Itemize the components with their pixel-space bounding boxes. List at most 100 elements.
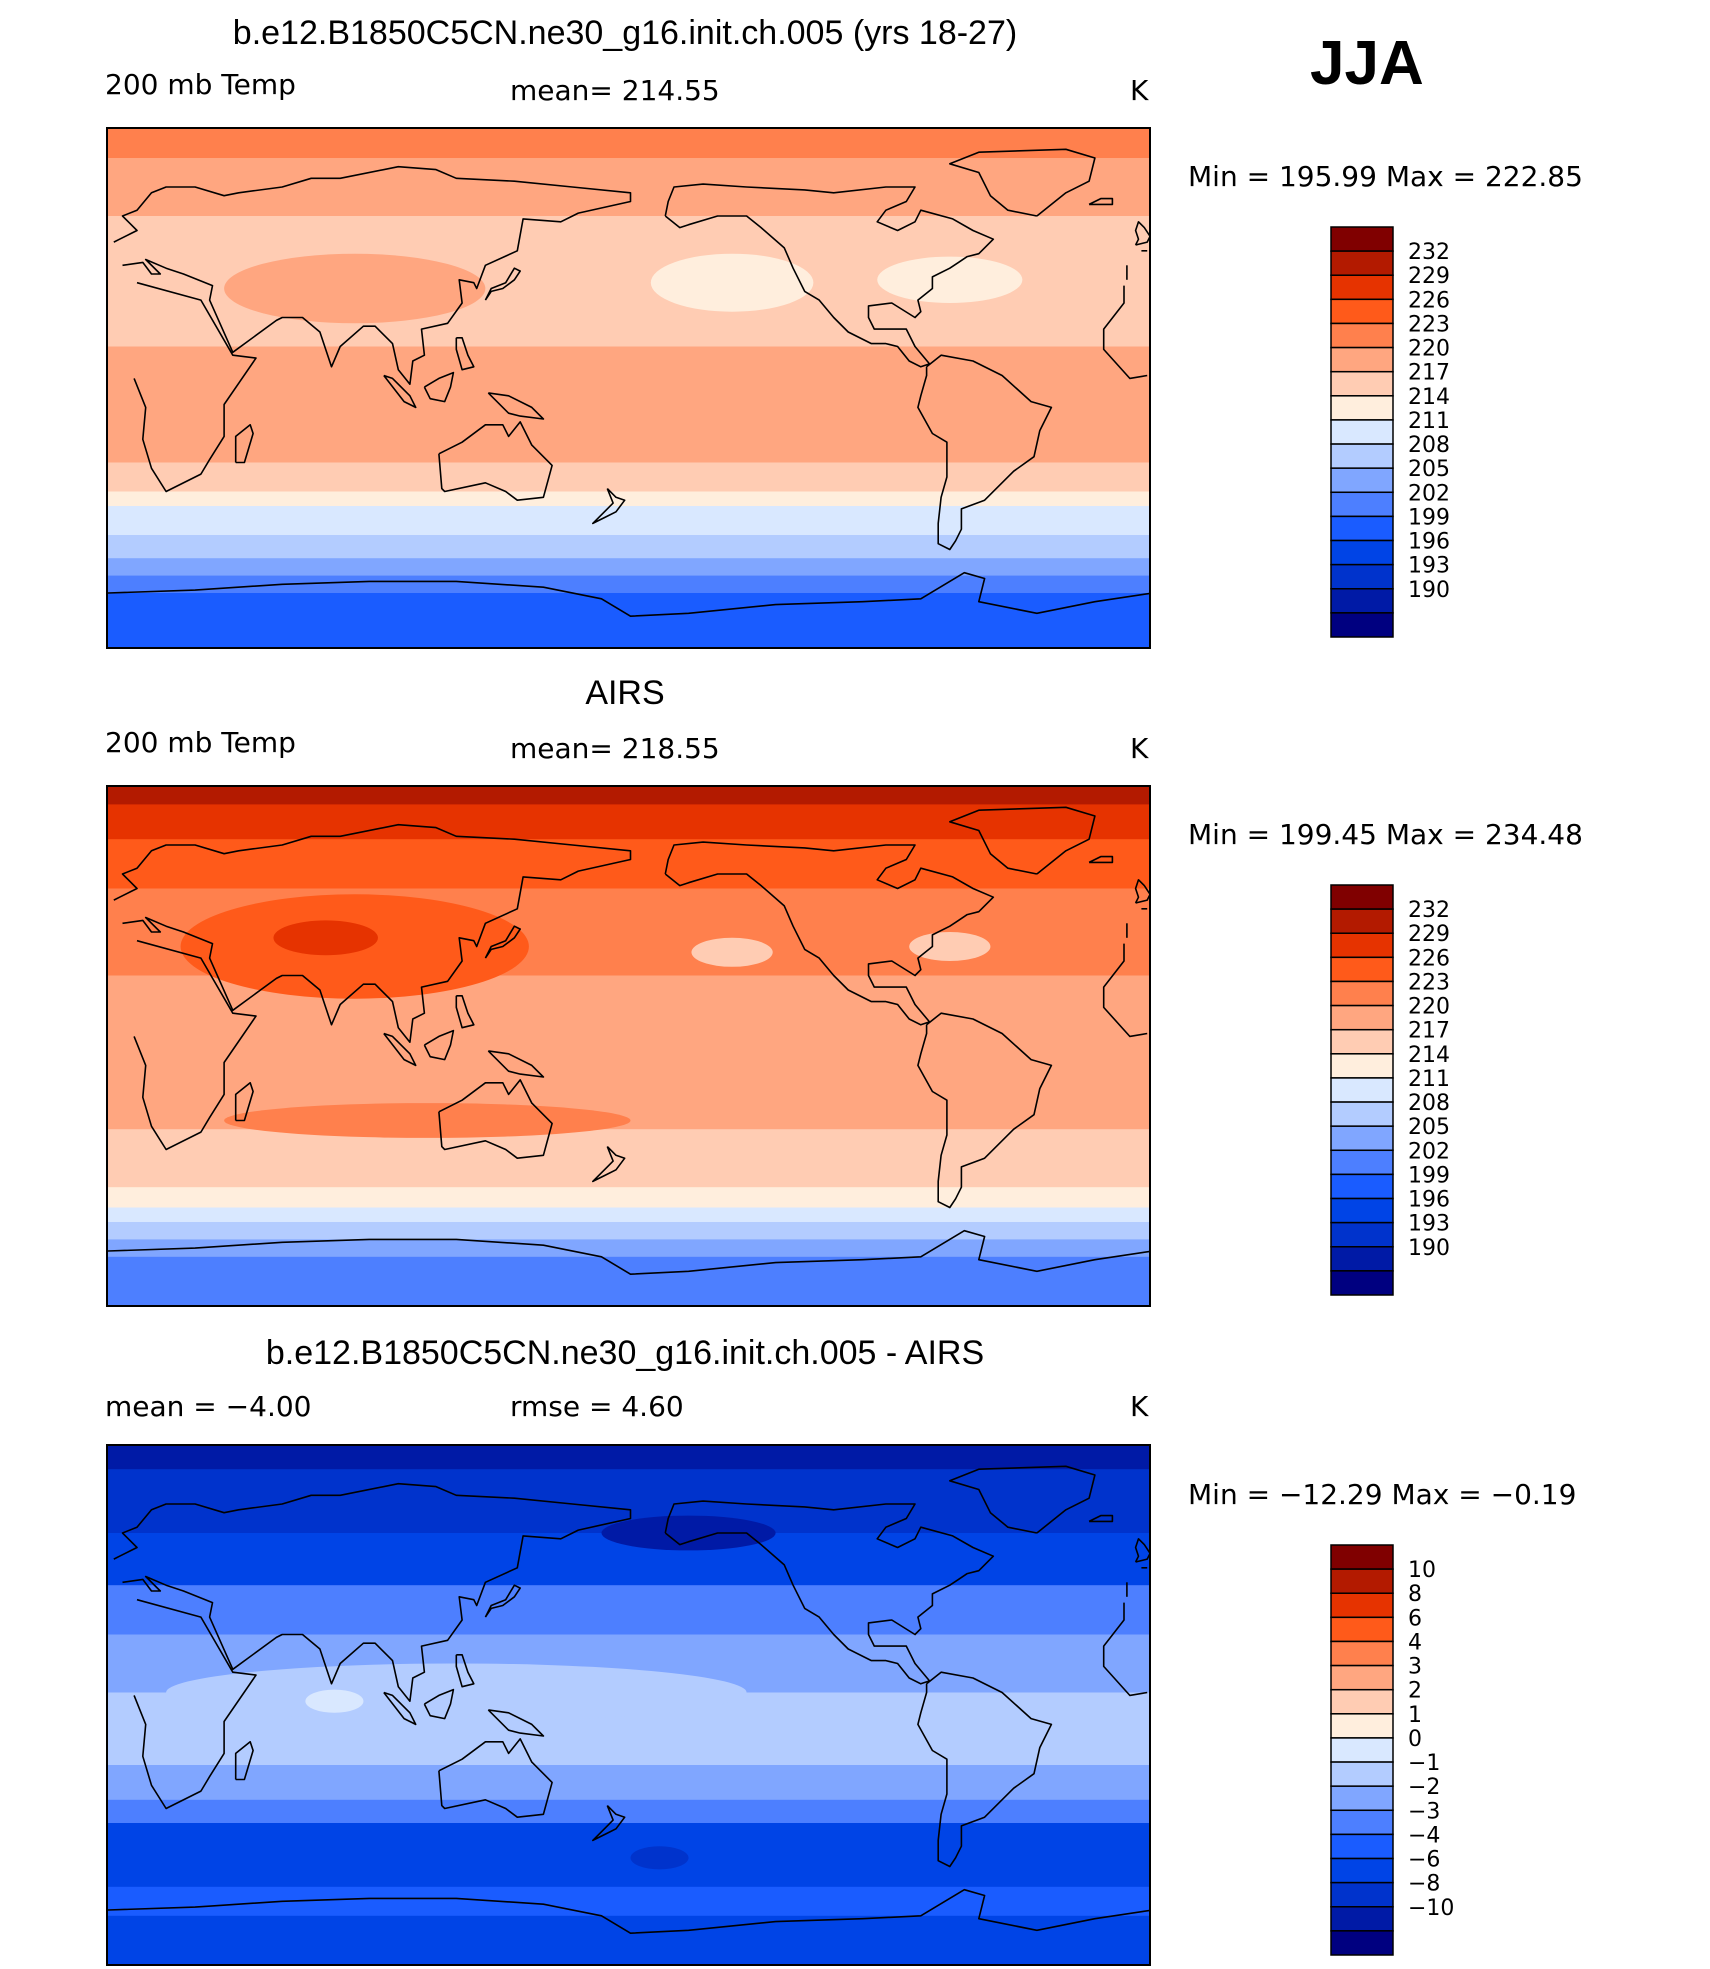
coastline-greenland	[948, 806, 1096, 875]
coastline-antarctica	[108, 1229, 1149, 1276]
colorbar-tick-label: 3	[1408, 1655, 1422, 1680]
coastline-uk	[1134, 221, 1149, 246]
coastline-uk	[1134, 879, 1149, 904]
coastline-new-guinea	[487, 392, 545, 420]
colorbar-tick-label: −8	[1408, 1872, 1440, 1897]
field-band	[108, 787, 1149, 805]
field-band	[108, 158, 1149, 217]
coastline-madagascar	[234, 1740, 254, 1781]
coastline-africa	[1102, 285, 1148, 380]
panel-2-map	[106, 785, 1151, 1307]
colorbar-swatch	[1330, 443, 1394, 469]
colorbar-swatch	[1330, 1592, 1394, 1619]
colorbar-swatch	[1330, 1246, 1394, 1272]
colorbar-swatch	[1330, 1125, 1394, 1152]
colorbar-swatch	[1330, 1616, 1394, 1643]
colorbar-swatch	[1330, 1761, 1394, 1787]
colorbar-tick-label: 229	[1408, 264, 1450, 289]
panel-2-contour-field	[108, 787, 1149, 1305]
colorbar-swatch	[1330, 980, 1394, 1007]
panel-1-map	[106, 127, 1151, 649]
field-band	[108, 1585, 1149, 1635]
field-band	[108, 1799, 1149, 1824]
colorbar-tick-label: 223	[1408, 312, 1450, 337]
panel-1-title: b.e12.B1850C5CN.ne30_g16.init.ch.005 (yr…	[232, 14, 1018, 52]
colorbar-swatch	[1330, 419, 1394, 445]
colorbar-swatch	[1330, 1713, 1394, 1739]
colorbar-swatch	[1330, 1688, 1394, 1715]
panel-1-colorbar: 2322292262232202172142112082052021991961…	[1330, 226, 1450, 638]
coastline-sumatra	[383, 1691, 417, 1726]
coastline-philippines	[455, 1654, 475, 1688]
colorbar-swatch	[1330, 1906, 1394, 1932]
coastline-nz	[591, 488, 626, 525]
colorbar-tick-label: −10	[1408, 1896, 1454, 1921]
field-band	[108, 346, 1149, 463]
colorbar-swatch	[1330, 1053, 1394, 1079]
colorbar-swatch	[1330, 884, 1394, 910]
coastline-nz	[591, 1805, 626, 1842]
field-anomaly	[305, 1689, 364, 1713]
colorbar-swatch	[1330, 1544, 1394, 1570]
coastline-greenland	[948, 148, 1096, 217]
colorbar-tick-label: −2	[1408, 1775, 1440, 1800]
panel-3-map	[106, 1444, 1151, 1966]
coastline-borneo	[423, 1688, 455, 1720]
coastline-north-america	[664, 841, 995, 1026]
coastline-nz	[591, 1146, 626, 1183]
colorbar-swatch	[1330, 1568, 1394, 1594]
field-band	[108, 839, 1149, 889]
coastline-borneo	[423, 1029, 455, 1061]
colorbar-swatch	[1330, 1857, 1394, 1884]
coastline-iceland	[1088, 855, 1114, 864]
coastline-madagascar	[234, 423, 254, 464]
panel-2-colorbar: 2322292262232202172142112082052021991961…	[1330, 884, 1450, 1296]
colorbar-swatch	[1330, 1101, 1394, 1127]
panel-3-title: b.e12.B1850C5CN.ne30_g16.init.ch.005 - A…	[265, 1334, 985, 1372]
colorbar-tick-label: −4	[1408, 1823, 1440, 1848]
coastline-australia	[438, 421, 553, 502]
colorbar-tick-label: 223	[1408, 970, 1450, 995]
coastline-philippines	[455, 995, 475, 1029]
colorbar-tick-label: −3	[1408, 1799, 1440, 1824]
colorbar-swatch	[1330, 491, 1394, 518]
colorbar-swatch	[1330, 1221, 1394, 1248]
colorbar-tick-label: 193	[1408, 1212, 1450, 1237]
coastline-japan	[484, 1584, 522, 1618]
coastline-uk	[1134, 1538, 1149, 1563]
panel-2-minmax: Min = 199.45 Max = 234.48	[1188, 818, 1583, 851]
coastline-antarctica	[108, 571, 1149, 618]
colorbar-tick-label: 196	[1408, 1188, 1450, 1213]
colorbar-tick-label: 10	[1408, 1558, 1436, 1583]
coastline-eurasia	[113, 823, 632, 1043]
panel-1-mean-label: mean= 214.55	[510, 74, 720, 107]
colorbar-swatch	[1330, 956, 1394, 983]
colorbar-tick-label: 208	[1408, 1091, 1450, 1116]
colorbar-swatch	[1330, 932, 1394, 959]
field-band	[108, 1187, 1149, 1208]
field-band	[108, 462, 1149, 492]
field-band	[108, 1886, 1149, 1917]
panel-2-mean-label: mean= 218.55	[510, 732, 720, 765]
colorbar-tick-label: 217	[1408, 361, 1450, 386]
panel-2-variable-label: 200 mb Temp	[105, 726, 296, 759]
panel-3-units: K	[1130, 1390, 1149, 1423]
colorbar-tick-label: 4	[1408, 1630, 1422, 1655]
colorbar-tick-label: 8	[1408, 1582, 1422, 1607]
colorbar-swatch	[1330, 226, 1394, 252]
coastline-australia	[438, 1079, 553, 1160]
colorbar-swatch	[1330, 588, 1394, 614]
colorbar-tick-label: 6	[1408, 1606, 1422, 1631]
colorbar-swatch	[1330, 1004, 1394, 1031]
field-band	[108, 1915, 1149, 1964]
field-anomaly	[224, 253, 486, 324]
coastline-borneo	[423, 371, 455, 403]
field-band	[108, 535, 1149, 559]
colorbar-tick-label: 202	[1408, 481, 1450, 506]
colorbar-tick-label: 232	[1408, 898, 1450, 923]
colorbar-swatch	[1330, 250, 1394, 276]
panel-2-title: AIRS	[585, 674, 665, 712]
colorbar-tick-label: 202	[1408, 1139, 1450, 1164]
